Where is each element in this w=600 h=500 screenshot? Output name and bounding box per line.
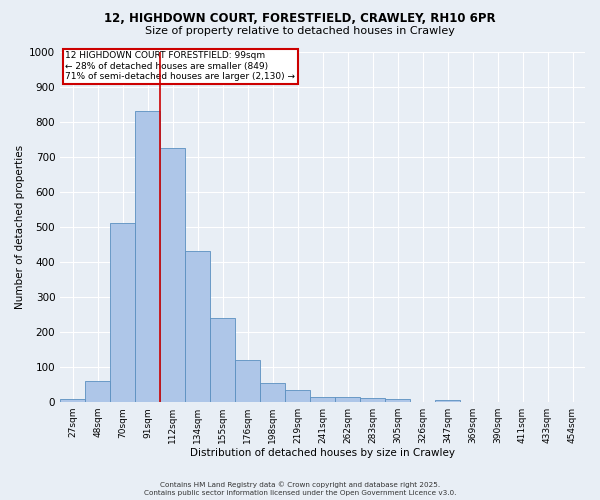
Bar bbox=[210, 318, 235, 402]
Bar bbox=[360, 398, 385, 402]
Bar bbox=[310, 397, 335, 402]
Bar bbox=[60, 398, 85, 402]
Bar bbox=[435, 400, 460, 402]
Bar bbox=[110, 224, 135, 402]
Bar bbox=[85, 381, 110, 402]
Text: Size of property relative to detached houses in Crawley: Size of property relative to detached ho… bbox=[145, 26, 455, 36]
Bar bbox=[285, 390, 310, 402]
Text: 12, HIGHDOWN COURT, FORESTFIELD, CRAWLEY, RH10 6PR: 12, HIGHDOWN COURT, FORESTFIELD, CRAWLEY… bbox=[104, 12, 496, 26]
Bar bbox=[385, 398, 410, 402]
Bar bbox=[135, 111, 160, 402]
Bar bbox=[260, 383, 285, 402]
Text: Contains HM Land Registry data © Crown copyright and database right 2025.: Contains HM Land Registry data © Crown c… bbox=[160, 481, 440, 488]
Bar bbox=[185, 252, 210, 402]
Bar bbox=[160, 148, 185, 402]
Text: 12 HIGHDOWN COURT FORESTFIELD: 99sqm
← 28% of detached houses are smaller (849)
: 12 HIGHDOWN COURT FORESTFIELD: 99sqm ← 2… bbox=[65, 52, 295, 82]
Y-axis label: Number of detached properties: Number of detached properties bbox=[15, 144, 25, 309]
Bar bbox=[235, 360, 260, 402]
Bar bbox=[335, 397, 360, 402]
X-axis label: Distribution of detached houses by size in Crawley: Distribution of detached houses by size … bbox=[190, 448, 455, 458]
Text: Contains public sector information licensed under the Open Government Licence v3: Contains public sector information licen… bbox=[144, 490, 456, 496]
